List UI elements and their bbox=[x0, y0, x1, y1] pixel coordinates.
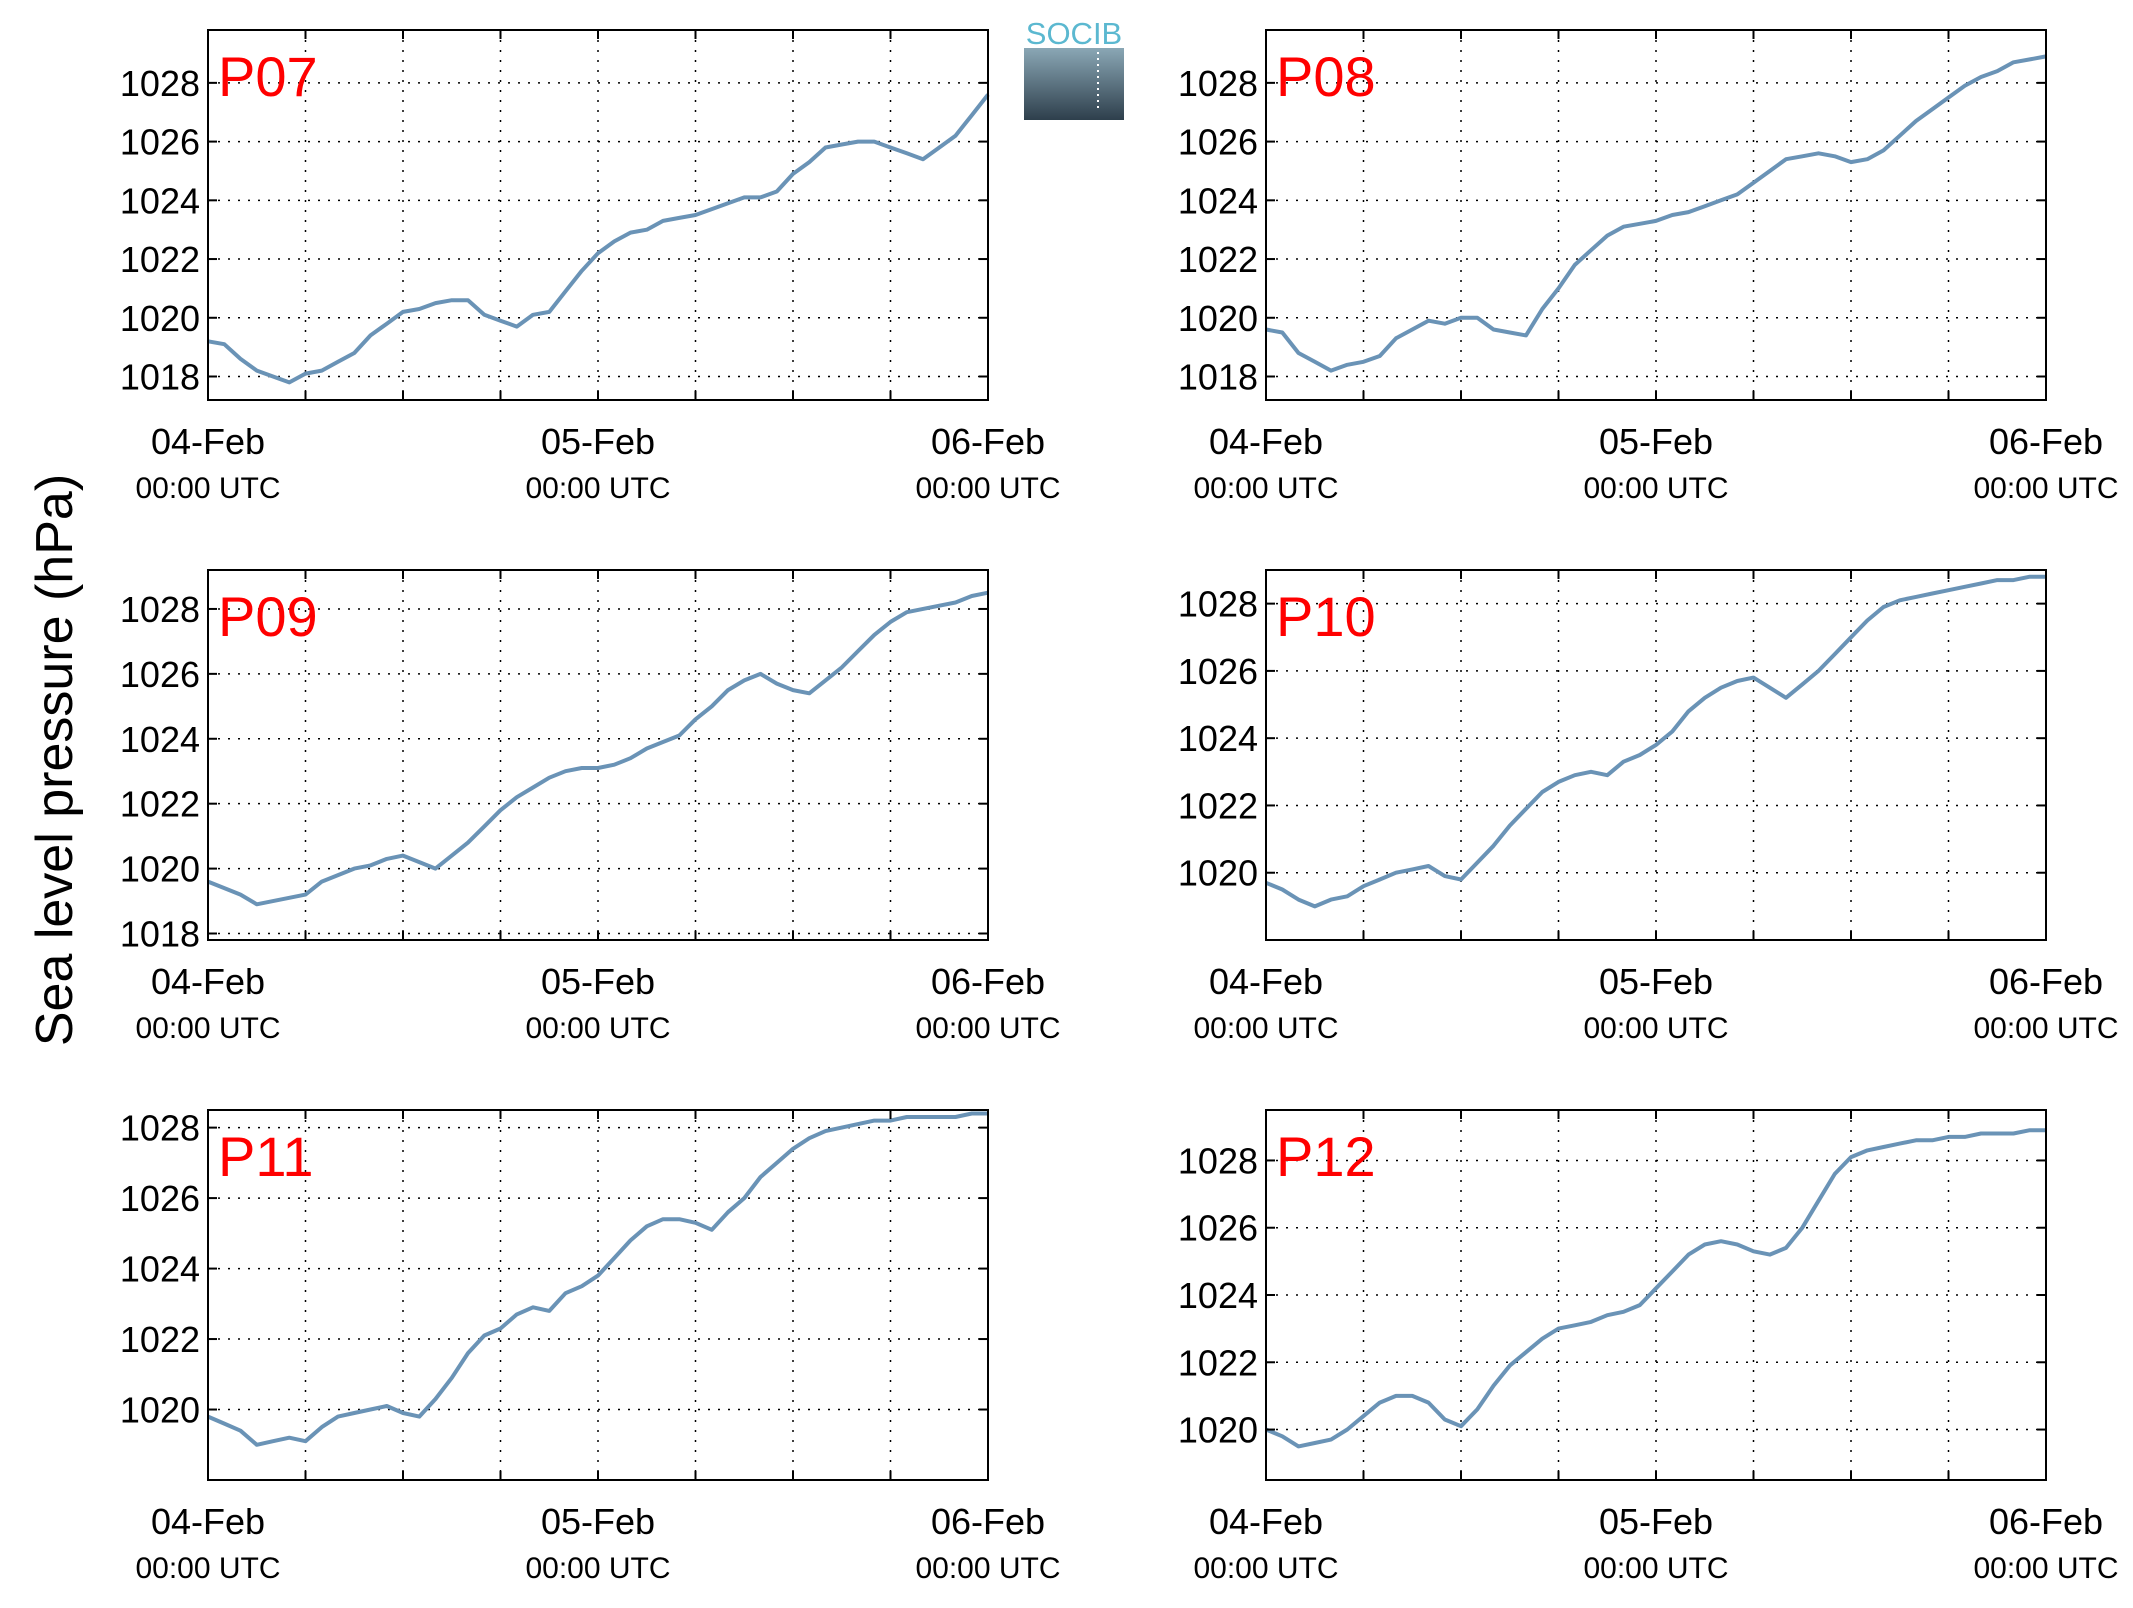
y-tick-label: 1018 bbox=[120, 914, 200, 955]
x-tick-date-label: 04-Feb bbox=[151, 1501, 265, 1542]
x-tick-date-label: 04-Feb bbox=[1209, 1501, 1323, 1542]
x-tick-time-label: 00:00 UTC bbox=[1973, 1012, 2118, 1045]
y-tick-label: 1028 bbox=[1178, 584, 1258, 625]
y-tick-label: 1022 bbox=[120, 239, 200, 280]
y-tick-label: 1022 bbox=[1178, 239, 1258, 280]
y-tick-label: 1020 bbox=[120, 1390, 200, 1431]
y-tick-label: 1024 bbox=[1178, 1275, 1258, 1316]
y-tick-label: 1024 bbox=[1178, 718, 1258, 759]
x-tick-date-label: 06-Feb bbox=[1989, 1501, 2103, 1542]
x-tick-time-label: 00:00 UTC bbox=[1193, 1012, 1338, 1045]
x-tick-date-label: 04-Feb bbox=[151, 961, 265, 1002]
y-tick-label: 1022 bbox=[1178, 785, 1258, 826]
y-tick-label: 1028 bbox=[120, 1108, 200, 1149]
panel-label: P11 bbox=[218, 1125, 313, 1188]
y-tick-label: 1022 bbox=[1178, 1342, 1258, 1383]
axes-frame bbox=[207, 29, 989, 401]
x-tick-time-label: 00:00 UTC bbox=[1583, 1552, 1728, 1585]
panel-p09: 1018 1020 1022 1024 1026 1028 04-Feb 00:00 UTC 0… bbox=[120, 569, 1061, 1045]
panel-p12: 1020 1022 1024 1026 1028 04-Feb 00:00 UTC 05-Fe… bbox=[1178, 1109, 2119, 1585]
x-tick-time-label: 00:00 UTC bbox=[135, 1012, 280, 1045]
y-tick-label: 1026 bbox=[1178, 651, 1258, 692]
x-tick-date-label: 06-Feb bbox=[931, 421, 1045, 462]
x-tick-date-label: 05-Feb bbox=[1599, 961, 1713, 1002]
panel-label: P10 bbox=[1276, 585, 1376, 648]
x-tick-date-label: 05-Feb bbox=[541, 961, 655, 1002]
series-line bbox=[1265, 1128, 2046, 1449]
panel-p11: 1020 1022 1024 1026 1028 04-Feb 00:00 UTC 05-Fe… bbox=[120, 1108, 1061, 1585]
x-tick-date-label: 05-Feb bbox=[541, 421, 655, 462]
panel-p10: 1020 1022 1024 1026 1028 04-Feb 00:00 UTC 05-Fe… bbox=[1178, 569, 2119, 1045]
y-tick-label: 1026 bbox=[1178, 122, 1258, 163]
y-tick-label: 1018 bbox=[1178, 357, 1258, 398]
y-tick-label: 1020 bbox=[1178, 1410, 1258, 1451]
axes-frame bbox=[1265, 569, 2047, 941]
y-tick-label: 1028 bbox=[1178, 63, 1258, 104]
y-tick-label: 1026 bbox=[120, 654, 200, 695]
logo-text: SOCIB bbox=[1026, 16, 1122, 51]
x-tick-date-label: 06-Feb bbox=[931, 961, 1045, 1002]
series-line bbox=[207, 93, 990, 385]
x-tick-time-label: 00:00 UTC bbox=[1973, 1552, 2118, 1585]
x-tick-time-label: 00:00 UTC bbox=[1193, 1552, 1338, 1585]
y-tick-label: 1024 bbox=[120, 180, 200, 221]
y-tick-label: 1022 bbox=[120, 784, 200, 825]
y-tick-label: 1026 bbox=[120, 1178, 200, 1219]
y-tick-label: 1022 bbox=[120, 1319, 200, 1360]
axes-frame bbox=[207, 569, 989, 941]
x-tick-time-label: 00:00 UTC bbox=[1973, 472, 2118, 505]
x-tick-time-label: 00:00 UTC bbox=[135, 472, 280, 505]
x-tick-date-label: 06-Feb bbox=[1989, 961, 2103, 1002]
panel-label: P08 bbox=[1276, 45, 1376, 108]
x-tick-time-label: 00:00 UTC bbox=[525, 472, 670, 505]
series-line bbox=[1265, 574, 2046, 909]
x-tick-time-label: 00:00 UTC bbox=[135, 1552, 280, 1585]
y-tick-label: 1026 bbox=[1178, 1208, 1258, 1249]
x-tick-date-label: 05-Feb bbox=[1599, 1501, 1713, 1542]
x-tick-time-label: 00:00 UTC bbox=[915, 1552, 1060, 1585]
x-tick-time-label: 00:00 UTC bbox=[1583, 1012, 1728, 1045]
axes-frame bbox=[1265, 29, 2047, 401]
panel-label: P09 bbox=[218, 585, 318, 648]
y-tick-label: 1024 bbox=[1178, 180, 1258, 221]
series-line bbox=[1265, 54, 2047, 373]
y-tick-label: 1028 bbox=[120, 589, 200, 630]
x-tick-date-label: 05-Feb bbox=[541, 1501, 655, 1542]
series-line bbox=[207, 1111, 988, 1447]
x-tick-date-label: 04-Feb bbox=[1209, 961, 1323, 1002]
y-tick-label: 1020 bbox=[120, 849, 200, 890]
panels-layer: 1018 1020 1022 1024 1026 1028 04-Feb 00:00 UTC 0… bbox=[120, 29, 2119, 1585]
x-tick-time-label: 00:00 UTC bbox=[1583, 472, 1728, 505]
x-tick-date-label: 05-Feb bbox=[1599, 421, 1713, 462]
y-tick-label: 1020 bbox=[1178, 298, 1258, 339]
y-tick-label: 1018 bbox=[120, 357, 200, 398]
x-tick-date-label: 06-Feb bbox=[1989, 421, 2103, 462]
x-tick-time-label: 00:00 UTC bbox=[915, 1012, 1060, 1045]
y-tick-label: 1020 bbox=[1178, 853, 1258, 894]
socib-logo: SOCIB bbox=[1024, 16, 1124, 120]
y-tick-label: 1020 bbox=[120, 298, 200, 339]
y-tick-label: 1024 bbox=[120, 719, 200, 760]
x-tick-date-label: 04-Feb bbox=[1209, 421, 1323, 462]
panel-label: P12 bbox=[1276, 1125, 1376, 1188]
x-tick-time-label: 00:00 UTC bbox=[525, 1012, 670, 1045]
y-tick-label: 1026 bbox=[120, 122, 200, 163]
x-tick-date-label: 06-Feb bbox=[931, 1501, 1045, 1542]
series-line bbox=[207, 590, 989, 907]
x-tick-time-label: 00:00 UTC bbox=[525, 1552, 670, 1585]
x-tick-date-label: 04-Feb bbox=[151, 421, 265, 462]
panel-p07: 1018 1020 1022 1024 1026 1028 04-Feb 00:00 UTC 0… bbox=[120, 29, 1061, 505]
panel-p08: 1018 1020 1022 1024 1026 1028 04-Feb 00:00 UTC 0… bbox=[1178, 29, 2119, 505]
y-axis-label: Sea level pressure (hPa) bbox=[26, 474, 84, 1046]
x-tick-time-label: 00:00 UTC bbox=[915, 472, 1060, 505]
y-tick-label: 1024 bbox=[120, 1249, 200, 1290]
x-tick-time-label: 00:00 UTC bbox=[1193, 472, 1338, 505]
logo-background bbox=[1024, 48, 1124, 120]
panel-label: P07 bbox=[218, 45, 318, 108]
y-tick-label: 1028 bbox=[1178, 1140, 1258, 1181]
y-tick-label: 1028 bbox=[120, 63, 200, 104]
